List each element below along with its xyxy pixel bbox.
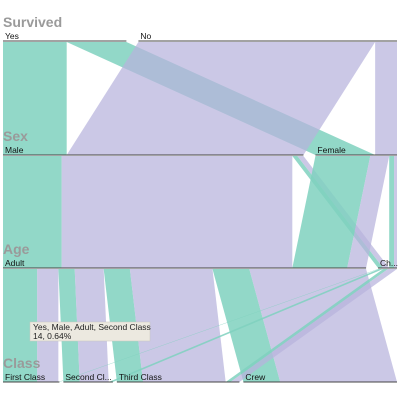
dimension-title-survived[interactable]: Survived	[3, 14, 62, 30]
ribbon-age-to-class[interactable]	[129, 269, 226, 382]
category-label-sex-1[interactable]: Female	[317, 145, 346, 155]
dimension-title-class[interactable]: Class	[3, 355, 41, 371]
ribbon-age-to-class[interactable]	[58, 269, 380, 382]
ribbon-sex-to-age[interactable]	[394, 156, 397, 268]
category-label-age-0[interactable]: Adult	[5, 258, 25, 268]
ribbon-age-to-class[interactable]	[249, 269, 397, 382]
category-label-class-3[interactable]: Crew	[245, 372, 266, 382]
ribbon-age-to-class[interactable]	[108, 269, 384, 382]
ribbon-sex-to-age[interactable]	[292, 156, 371, 268]
ribbon-sex-to-age[interactable]	[3, 156, 62, 268]
category-label-age-1[interactable]: Ch...	[380, 258, 398, 268]
tooltip: Yes, Male, Adult, Second Class 14, 0.64%	[29, 321, 151, 342]
category-label-sex-0[interactable]: Male	[5, 145, 24, 155]
ribbon-survived-to-sex[interactable]	[375, 42, 397, 155]
category-label-survived-1[interactable]: No	[140, 31, 151, 41]
ribbon-survived-to-sex[interactable]	[3, 42, 67, 155]
dimension-title-sex[interactable]: Sex	[3, 128, 28, 144]
ribbon-layer	[3, 42, 397, 382]
ribbon-age-to-class[interactable]	[3, 269, 38, 382]
tooltip-box	[29, 321, 151, 342]
ribbon-age-to-class[interactable]	[225, 269, 388, 382]
ribbon-sex-to-age[interactable]	[389, 156, 395, 268]
category-label-class-2[interactable]: Third Class	[119, 372, 162, 382]
tooltip-line-2: 14, 0.64%	[33, 331, 72, 341]
ribbon-survived-to-sex[interactable]	[66, 42, 376, 155]
category-label-class-1[interactable]: Second Cl...	[65, 372, 111, 382]
ribbon-sex-to-age[interactable]	[347, 156, 390, 268]
ribbon-sex-to-age[interactable]	[61, 156, 293, 268]
category-label-survived-0[interactable]: Yes	[5, 31, 19, 41]
ribbon-age-to-class[interactable]	[230, 269, 397, 382]
dimension-title-age[interactable]: Age	[3, 241, 30, 257]
tooltip-line-1: Yes, Male, Adult, Second Class	[33, 322, 151, 332]
category-label-class-0[interactable]: First Class	[5, 372, 45, 382]
